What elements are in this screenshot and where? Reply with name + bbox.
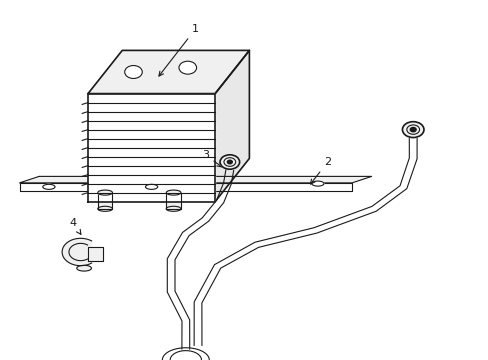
Polygon shape [88, 247, 102, 261]
Polygon shape [88, 50, 249, 94]
Ellipse shape [145, 184, 157, 189]
Polygon shape [215, 50, 249, 202]
Ellipse shape [98, 206, 112, 211]
Circle shape [227, 160, 232, 164]
Circle shape [179, 61, 196, 74]
Polygon shape [62, 238, 91, 266]
Polygon shape [88, 94, 215, 202]
Polygon shape [166, 193, 181, 209]
Ellipse shape [166, 206, 181, 211]
Polygon shape [20, 176, 371, 183]
Polygon shape [98, 193, 112, 209]
Text: 3: 3 [202, 150, 221, 167]
Ellipse shape [166, 190, 181, 195]
Text: 4: 4 [70, 218, 81, 234]
Circle shape [402, 122, 423, 138]
Text: 1: 1 [159, 24, 199, 76]
Circle shape [409, 127, 415, 132]
Polygon shape [20, 183, 351, 191]
Circle shape [124, 66, 142, 78]
Ellipse shape [43, 184, 55, 189]
Text: 2: 2 [310, 157, 330, 184]
Ellipse shape [311, 181, 323, 186]
Ellipse shape [98, 190, 112, 195]
Ellipse shape [77, 265, 91, 271]
Circle shape [220, 155, 239, 169]
